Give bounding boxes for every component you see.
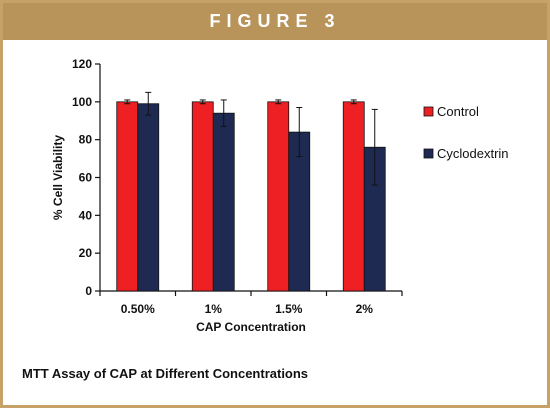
figure-caption: MTT Assay of CAP at Different Concentrat… <box>22 366 309 381</box>
legend-label-control: Control <box>437 104 479 119</box>
y-tick-label: 20 <box>79 246 93 260</box>
y-axis-title: % Cell Viability <box>51 135 65 220</box>
bar-control-2 <box>267 101 290 292</box>
x-tick-label: 2% <box>356 302 374 316</box>
y-tick-label: 80 <box>79 133 93 147</box>
bar-control-3 <box>342 101 365 292</box>
legend-label-cyclodextrin: Cyclodextrin <box>437 146 509 161</box>
y-tick-label: 120 <box>72 57 92 71</box>
x-tick-label: 1.5% <box>275 302 303 316</box>
legend-swatch-control <box>423 106 434 117</box>
bar-control-0 <box>116 101 139 292</box>
y-tick-label: 0 <box>85 284 92 298</box>
x-axis-title: CAP Concentration <box>196 320 306 334</box>
bar-cyclodextrin-0 <box>137 103 160 292</box>
chart-bars <box>116 101 386 292</box>
figure-banner: FIGURE 3 <box>3 3 547 40</box>
chart-legend: Control Cyclodextrin <box>423 104 509 161</box>
bar-control-1 <box>191 101 214 292</box>
chart-error-bars <box>124 91 378 186</box>
bar-cyclodextrin-1 <box>212 112 235 292</box>
x-tick-label: 0.50% <box>121 302 155 316</box>
figure-title: FIGURE 3 <box>209 11 341 31</box>
y-tick-label: 40 <box>79 208 93 222</box>
y-tick-label: 100 <box>72 95 92 109</box>
x-tick-label: 1% <box>205 302 223 316</box>
legend-swatch-cyclodextrin <box>423 148 434 159</box>
y-tick-label: 60 <box>79 171 93 185</box>
